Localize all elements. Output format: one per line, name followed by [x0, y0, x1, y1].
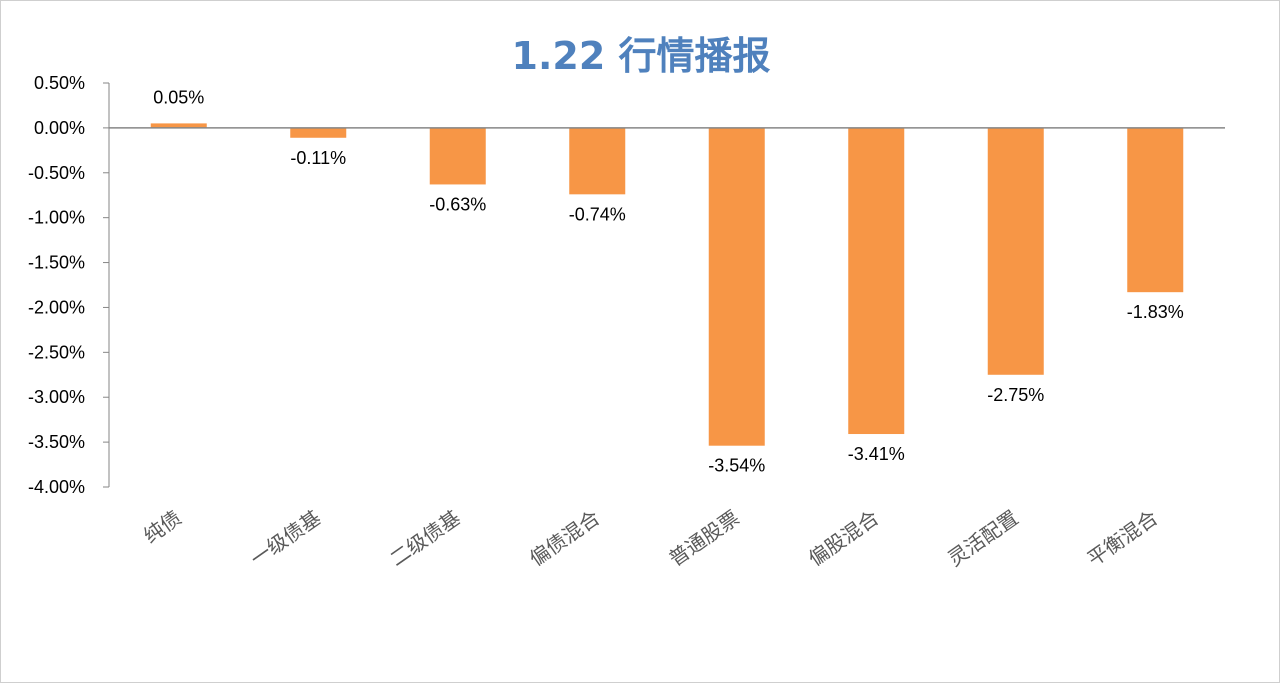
y-axis: 0.50% 0.00% -0.50% -1.00% -1.50% -2.00% -2.50%… — [28, 73, 110, 497]
bar — [987, 127, 1044, 375]
y-tick-label: -4.00% — [28, 477, 85, 497]
x-tick-label: 偏股混合 — [804, 505, 883, 571]
bar-series — [150, 123, 1184, 446]
y-tick-label: -2.00% — [28, 297, 85, 317]
bar — [708, 127, 765, 446]
x-tick-label: 纯债 — [139, 505, 186, 548]
bar — [429, 127, 486, 185]
x-tick-label: 普通股票 — [664, 505, 743, 571]
bar — [1127, 127, 1184, 293]
x-axis: 纯债 一级债基 二级债基 偏债混合 普通股票 偏股混合 灵活配置 平衡混合 — [109, 127, 1225, 571]
data-label: -0.74% — [569, 204, 626, 224]
x-tick-label: 二级债基 — [385, 505, 464, 571]
data-label: -0.63% — [429, 194, 486, 214]
x-tick-label: 平衡混合 — [1083, 505, 1162, 571]
data-label: -0.11% — [290, 148, 346, 168]
x-tick-label: 一级债基 — [246, 505, 325, 571]
y-tick-label: -3.00% — [28, 387, 85, 407]
chart-title: 1.22 行情播报 — [512, 34, 771, 78]
y-tick-label: -1.50% — [28, 253, 85, 273]
x-tick-label: 偏债混合 — [525, 505, 604, 571]
y-tick-label: 0.50% — [34, 73, 85, 93]
bar — [569, 127, 626, 195]
data-label: -1.83% — [1127, 302, 1184, 322]
data-label: -3.41% — [848, 444, 905, 464]
y-tick-label: -1.00% — [28, 208, 85, 228]
y-tick-label: 0.00% — [34, 118, 85, 138]
data-label: -2.75% — [987, 385, 1044, 405]
y-tick-label: -2.50% — [28, 342, 85, 362]
data-label: 0.05% — [153, 87, 204, 107]
y-tick-label: -0.50% — [28, 163, 85, 183]
data-labels: 0.05% -0.11% -0.63% -0.74% -3.54% -3.41% -2.75… — [153, 87, 1184, 475]
y-tick-label: -3.50% — [28, 432, 85, 452]
bar — [290, 127, 347, 138]
bar — [848, 127, 905, 435]
bar — [150, 123, 207, 128]
data-label: -3.54% — [708, 456, 765, 476]
x-tick-label: 灵活配置 — [943, 505, 1022, 571]
